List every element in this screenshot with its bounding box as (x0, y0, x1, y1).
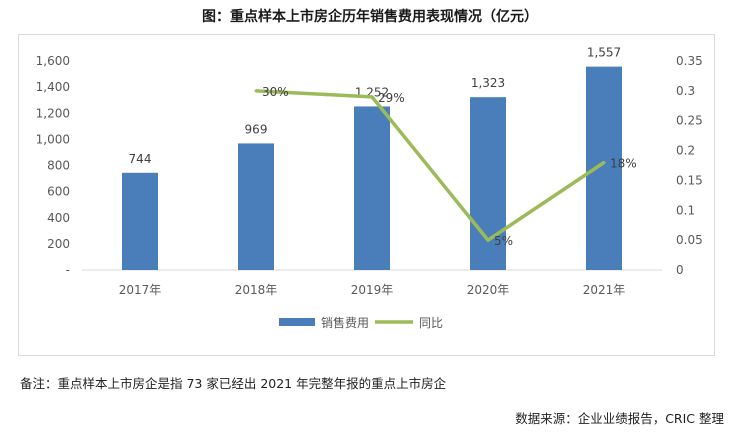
line-data-labels: 30% 29% 5% 18% (262, 85, 637, 248)
chart-title: 图：重点样本上市房企历年销售费用表现情况（亿元） (202, 9, 538, 25)
line-data-label: 29% (378, 91, 405, 105)
legend-swatch-bar (279, 318, 315, 326)
line-path (255, 89, 605, 242)
bar (122, 172, 158, 270)
x-axis-ticks: 2017年 2018年 2019年 2020年 2021年 (119, 283, 626, 297)
left-axis-tick-label: 1,000 (36, 132, 70, 146)
right-axis-tick-label: 0.15 (676, 173, 703, 187)
right-axis-tick-label: 0.35 (676, 54, 703, 68)
right-axis-tick-label: 0.05 (676, 233, 703, 247)
right-axis: 0 0.05 0.1 0.15 0.2 0.25 0.3 0.35 (676, 54, 703, 277)
bar-data-label: 744 (129, 152, 152, 166)
bar (238, 143, 274, 270)
line-point (486, 238, 490, 242)
legend-label: 销售费用 (321, 315, 369, 330)
x-axis-tick-label: 2019年 (351, 283, 394, 297)
line-point (602, 161, 606, 165)
line-data-label: 30% (262, 85, 289, 99)
x-axis-tick-label: 2018年 (235, 283, 278, 297)
bar (354, 106, 390, 271)
chart-frame (18, 34, 715, 356)
footnote: 备注：重点样本上市房企是指 73 家已经出 2021 年完整年报的重点上市房企 (20, 376, 447, 391)
bar (586, 66, 622, 270)
left-axis-tick-label: - (66, 263, 70, 277)
line-series (254, 89, 606, 242)
x-axis-tick-label: 2017年 (119, 283, 162, 297)
line-data-label: 5% (494, 234, 513, 248)
right-axis-tick-label: 0.1 (676, 203, 695, 217)
left-axis-tick-label: 1,400 (36, 80, 70, 94)
bar-series (122, 66, 622, 271)
legend: 销售费用 同比 (279, 315, 443, 330)
left-axis-tick-label: 600 (47, 185, 70, 199)
left-axis: - 200 400 600 800 1,000 1,200 1,400 1,600 (36, 54, 70, 277)
right-axis-tick-label: 0.3 (676, 84, 695, 98)
legend-label: 同比 (419, 316, 443, 330)
bar-data-label: 1,323 (471, 76, 505, 90)
left-axis-tick-label: 400 (47, 211, 70, 225)
left-axis-tick-label: 1,600 (36, 54, 70, 68)
left-axis-tick-label: 200 (47, 237, 70, 251)
line-point (370, 95, 374, 99)
right-axis-tick-label: 0.25 (676, 114, 703, 128)
line-data-label: 18% (610, 157, 637, 171)
x-axis-tick-label: 2020年 (467, 283, 510, 297)
x-axis-tick-label: 2021年 (583, 283, 626, 297)
left-axis-tick-label: 1,200 (36, 106, 70, 120)
left-axis-tick-label: 800 (47, 159, 70, 173)
source-credit: 数据来源：企业业绩报告，CRIC 整理 (515, 411, 724, 426)
bar-data-label: 1,557 (587, 46, 621, 60)
right-axis-tick-label: 0.2 (676, 144, 695, 158)
line-point (254, 89, 258, 93)
right-axis-tick-label: 0 (676, 263, 684, 277)
bar-data-label: 969 (245, 122, 268, 136)
